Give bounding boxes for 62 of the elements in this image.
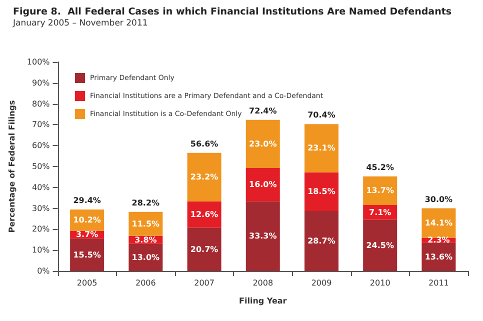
- bar: [70, 238, 104, 271]
- data-label: 11.5%: [132, 219, 160, 228]
- y-axis-title: Percentage of Federal Filings: [8, 100, 16, 233]
- bar: [363, 220, 398, 271]
- data-label: 3.7%: [76, 230, 98, 240]
- y-tick-label: 50%: [32, 162, 50, 171]
- data-label: 7.1%: [369, 208, 392, 217]
- data-label: 15.5%: [73, 250, 101, 260]
- data-label: 16.0%: [249, 180, 277, 190]
- y-tick-label: 40%: [32, 182, 50, 192]
- data-label: 13.0%: [132, 252, 160, 262]
- data-label: 13.6%: [424, 252, 453, 262]
- bar: [246, 120, 280, 168]
- bar: [304, 211, 338, 271]
- y-tick-label: 10%: [32, 246, 50, 255]
- data-label: 20.7%: [190, 244, 218, 254]
- x-tick-label: 2005: [76, 278, 98, 288]
- data-label: 23.0%: [249, 139, 277, 148]
- x-tick-label: 2006: [136, 278, 156, 288]
- total-label: 70.4%: [308, 110, 336, 120]
- bar: [246, 201, 280, 271]
- total-label: 72.4%: [249, 106, 277, 116]
- y-tick-label: 20%: [32, 224, 50, 234]
- data-label: 3.8%: [134, 235, 157, 244]
- bar: [363, 176, 398, 205]
- total-label: 29.4%: [73, 196, 101, 206]
- x-axis-title: Filing Year: [239, 296, 287, 306]
- data-label: 23.1%: [308, 144, 336, 153]
- data-label: 2.3%: [428, 236, 450, 245]
- data-label: 24.5%: [366, 240, 394, 250]
- bar: [422, 242, 456, 271]
- bar: [246, 168, 280, 202]
- data-label: 14.1%: [424, 218, 453, 228]
- data-label: 10.2%: [73, 216, 101, 225]
- data-label: 28.7%: [308, 236, 336, 246]
- y-tick-label: 100%: [26, 58, 50, 66]
- bar: [304, 172, 338, 212]
- x-tick-label: 2008: [252, 278, 274, 288]
- total-label: 28.2%: [132, 198, 160, 208]
- data-label: 23.2%: [190, 172, 218, 182]
- y-tick-label: 30%: [32, 204, 50, 213]
- x-tick-label: 2010: [370, 278, 390, 288]
- bar: [187, 152, 222, 202]
- chart-subtitle: January 2005 – November 2011: [12, 18, 148, 28]
- x-tick-label: 2007: [194, 278, 214, 288]
- y-tick-label: 60%: [32, 141, 50, 150]
- total-label: 45.2%: [366, 162, 394, 172]
- x-tick-label: 2011: [428, 278, 449, 288]
- y-tick-label: 0%: [37, 266, 50, 276]
- total-label: 56.6%: [190, 139, 218, 148]
- y-tick-label: 70%: [32, 120, 50, 130]
- data-label: 18.5%: [308, 187, 336, 196]
- y-tick-label: 80%: [32, 99, 50, 108]
- x-tick-label: 2009: [311, 278, 332, 288]
- y-tick-label: 90%: [32, 78, 50, 88]
- bar: [304, 124, 338, 172]
- bar: [187, 228, 222, 271]
- data-label: 12.6%: [190, 210, 218, 220]
- total-label: 30.0%: [424, 194, 453, 204]
- data-label: 33.3%: [249, 232, 277, 241]
- chart-title: Figure 8. All Federal Cases in which Financial Institutions Are Named Defendants: [13, 6, 452, 18]
- data-label: 13.7%: [366, 186, 394, 196]
